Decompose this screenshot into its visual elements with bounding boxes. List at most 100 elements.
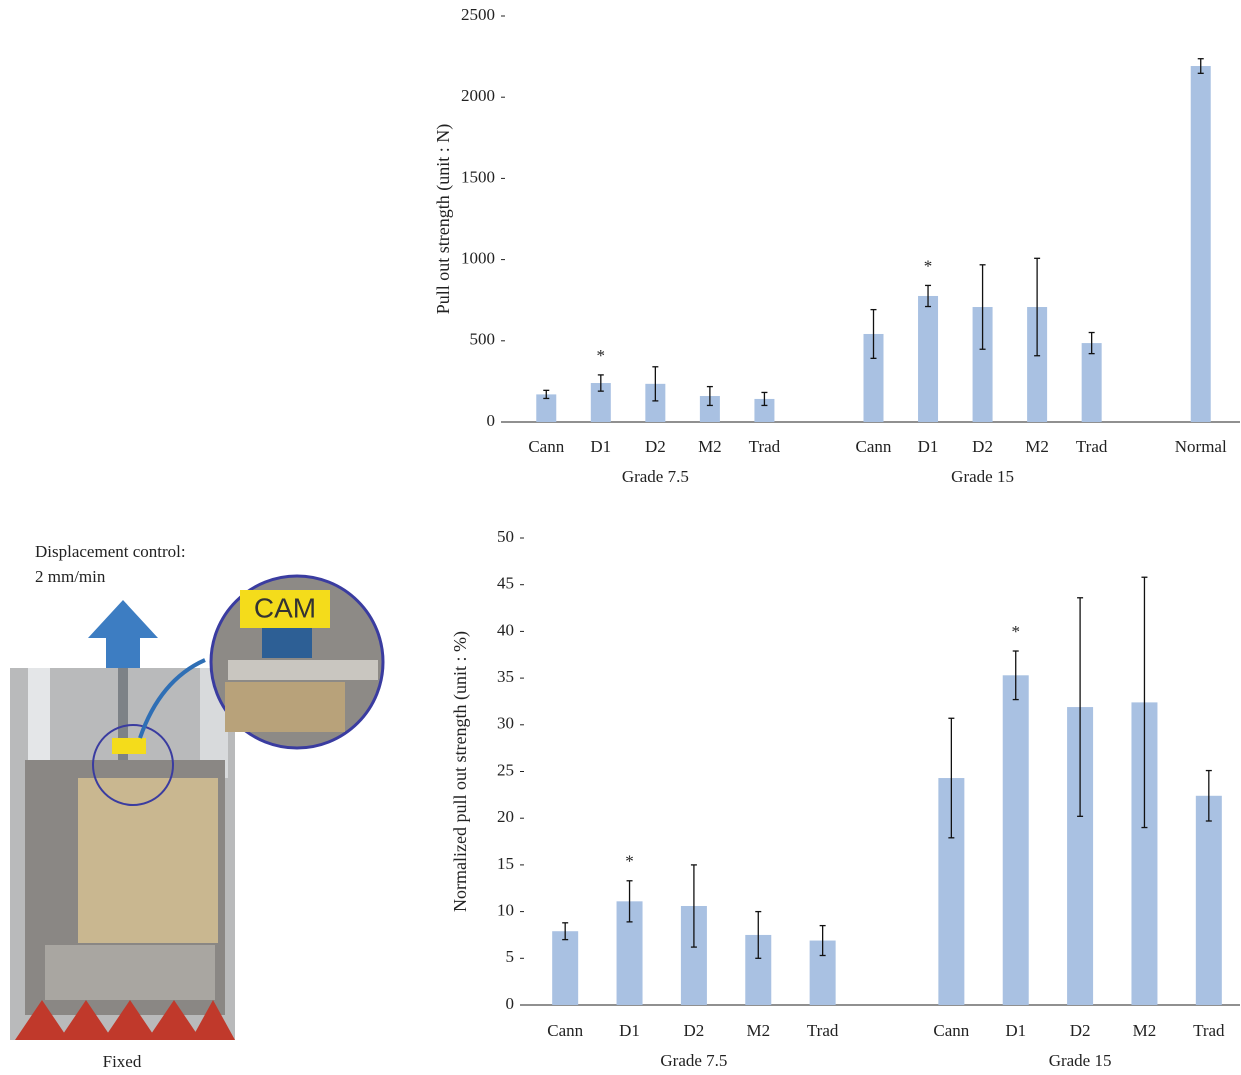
bar [918,295,939,422]
bar [699,396,720,422]
bar [645,383,666,422]
y-tick-label: 50 [497,527,514,546]
x-tick-label: Trad [1076,437,1108,456]
photo-foam [78,778,218,943]
inset-foam [225,682,345,732]
group-label: Grade 7.5 [622,467,689,486]
y-tick-label: 40 [497,620,514,639]
y-axis-title: Normalized pull out strength (unit : %) [450,631,471,912]
photo-caption: 2 mm/min [35,567,106,586]
significance-mark: * [625,852,634,871]
y-axis-title: Pull out strength (unit : N) [433,124,454,315]
photo-rail [28,668,50,778]
significance-mark: * [924,256,933,275]
significance-mark: * [597,346,606,365]
y-tick-label: 30 [497,714,514,733]
bar [536,394,557,422]
bar [1195,795,1222,1005]
photo-tag [112,738,146,754]
x-tick-label: D1 [619,1021,640,1040]
photo: CAM Displacement control: 2 mm/min Fixed [10,542,385,1071]
y-tick-label: 1000 [461,249,495,268]
x-tick-label: Cann [856,437,892,456]
x-tick-label: D1 [918,437,939,456]
y-tick-label: 45 [497,574,514,593]
x-tick-label: M2 [746,1021,770,1040]
pull-arrow [88,600,158,668]
group-label: Grade 15 [951,467,1014,486]
inset-tag-text: CAM [254,592,316,623]
photo-pointer [138,658,206,739]
error-bar [761,391,768,407]
x-tick-label: M2 [1133,1021,1157,1040]
photo-base [45,945,215,1000]
bar [754,398,775,422]
inset-plate [228,660,378,680]
error-bar [626,880,633,923]
significance-mark: * [1011,622,1020,641]
bar [1027,307,1048,422]
error-bar [543,389,550,400]
bar [1190,66,1211,423]
y-tick-label: 0 [506,994,515,1013]
x-tick-label: Trad [749,437,781,456]
x-tick-label: M2 [1025,437,1049,456]
fixed-base [15,1000,235,1040]
y-tick-label: 35 [497,667,514,686]
error-bar [1012,650,1019,701]
y-tick-label: 1500 [461,167,495,186]
error-bar [819,924,826,957]
y-tick-label: 10 [497,901,514,920]
y-tick-label: 20 [497,807,514,826]
x-tick-label: D2 [684,1021,705,1040]
y-tick-label: 0 [487,411,496,430]
group-label: Grade 7.5 [660,1051,727,1070]
y-tick-label: 25 [497,760,514,779]
error-bar [597,374,604,392]
error-bar [1077,597,1084,817]
error-bar [1205,769,1212,822]
bar [1002,675,1029,1005]
x-tick-label: Cann [547,1021,583,1040]
y-tick-label: 5 [506,947,515,966]
bar [590,383,611,422]
y-tick-label: 15 [497,854,514,873]
x-tick-label: M2 [698,437,722,456]
bar [552,931,579,1005]
error-bar [979,264,986,350]
error-bar [652,366,659,402]
x-tick-label: Trad [1193,1021,1225,1040]
photo-caption: Displacement control: [35,542,186,561]
x-tick-label: Cann [933,1021,969,1040]
group-label: Grade 15 [1049,1051,1112,1070]
y-tick-label: 500 [470,330,496,349]
x-tick-label: D1 [590,437,611,456]
x-tick-label: D2 [1070,1021,1091,1040]
inset-tag [240,590,330,628]
error-bar [755,910,762,959]
x-tick-label: Normal [1175,437,1227,456]
x-tick-label: D2 [645,437,666,456]
bar [1081,343,1102,422]
x-tick-label: Trad [807,1021,839,1040]
error-bar [562,922,569,941]
bar [972,307,993,422]
error-bar [1034,257,1041,357]
x-tick-label: D1 [1005,1021,1026,1040]
error-bar [925,284,932,308]
inset-screw [262,628,312,658]
photo-base-label: Fixed [103,1052,142,1071]
x-tick-label: Cann [528,437,564,456]
error-bar [706,385,713,407]
error-bar [690,864,697,948]
bar [863,333,884,422]
error-bar [1141,576,1148,829]
y-tick-label: 2500 [461,5,495,24]
error-bar [1197,58,1204,74]
photo-highlight [92,724,174,806]
y-tick-label: 2000 [461,86,495,105]
x-tick-label: D2 [972,437,993,456]
error-bar [870,308,877,359]
